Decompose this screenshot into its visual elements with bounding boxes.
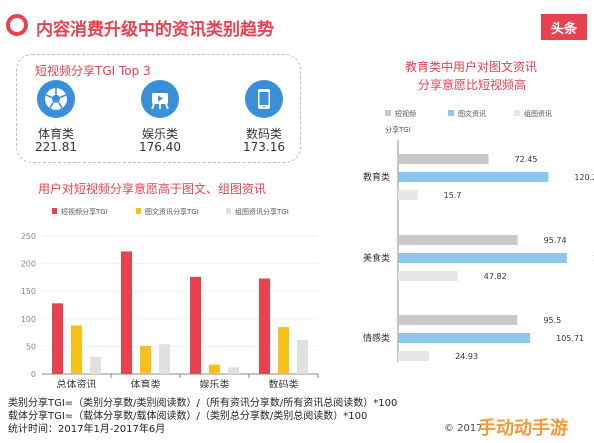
watermark: 手动动手游	[478, 418, 568, 439]
note-line-2: 载体分享TGI=（载体分享数/载体阅读数）/（类别总分享数/类别总阅读数）*10…	[8, 411, 368, 422]
legend-label: 图文资讯分享TGI	[145, 207, 199, 216]
legend-label: 短视频分享TGI	[61, 207, 108, 216]
bar	[398, 190, 418, 200]
top3-card	[16, 54, 301, 163]
y-tick-label: 200	[21, 260, 36, 269]
bar	[398, 253, 567, 263]
brand-logo: 头条	[541, 14, 587, 40]
left-chart-title: 用户对短视频分享意愿高于图文、组图资讯	[38, 182, 267, 196]
y-tick-label: 250	[21, 232, 36, 241]
top3-item-label: 娱乐类	[141, 127, 178, 141]
y-tick-label: 0	[31, 370, 36, 379]
right-chart-title-line2: 分享意愿比短视频高	[418, 78, 527, 92]
legend-label: 组图资讯	[524, 109, 552, 118]
bar	[297, 339, 308, 374]
bar	[259, 278, 270, 374]
video-camera-icon	[141, 80, 179, 118]
bar	[228, 367, 239, 374]
legend-swatch	[385, 110, 391, 116]
page-title: 内容消费升级中的资讯类别趋势	[36, 20, 274, 40]
bar	[159, 344, 170, 374]
top3-item-value: 221.81	[35, 140, 77, 154]
bar	[121, 251, 132, 374]
copyright: © 2017	[444, 423, 483, 434]
value-label: 15.7	[444, 191, 462, 200]
category-label: 情感类	[363, 332, 390, 344]
bar	[190, 276, 201, 374]
y-tick-label: 150	[21, 287, 36, 296]
legend-swatch	[226, 208, 231, 214]
x-tick-label: 娱乐类	[200, 378, 230, 388]
header-ring-icon	[6, 14, 28, 36]
smartphone-icon	[245, 80, 283, 118]
legend-swatch	[52, 208, 57, 214]
value-label: 72.45	[515, 155, 538, 164]
legend-swatch	[514, 110, 520, 116]
bar	[398, 154, 489, 164]
note-line-1: 类别分享TGI=（类别分享数/类别阅读数）/（所有资讯分享数/所有资讯总阅读数）…	[8, 398, 398, 409]
bar	[278, 327, 289, 374]
bar	[90, 356, 101, 374]
top3-card-title: 短视频分享TGI Top 3	[35, 64, 151, 78]
value-label: 135.11	[593, 254, 594, 263]
right-chart: 短视频 图文资讯 组图资讯分享TGI 教育类 72.45 120.29 15.7 美食类 95.…	[363, 109, 594, 362]
value-label: 24.93	[455, 352, 478, 361]
soccer-ball-icon	[37, 80, 75, 118]
bar	[398, 172, 549, 182]
y-tick-label: 100	[21, 315, 36, 324]
right-chart-title-line1: 教育类中用户对图文资讯	[405, 60, 538, 74]
value-label: 47.82	[484, 272, 507, 281]
top3-item-value: 176.40	[139, 140, 181, 154]
bar	[52, 303, 63, 374]
bar	[398, 351, 430, 361]
legend-label: 组图资讯分享TGI	[235, 207, 289, 216]
note-line-3: 统计时间：2017年1月-2017年6月	[8, 424, 166, 435]
value-label: 95.5	[543, 316, 561, 325]
legend-swatch	[136, 208, 141, 214]
x-tick-label: 总体资讯	[57, 378, 97, 388]
bar	[398, 235, 518, 245]
bar	[398, 333, 531, 343]
top3-item-value: 173.16	[243, 140, 285, 154]
bar	[71, 325, 82, 374]
value-label: 120.29	[574, 173, 594, 182]
value-label: 105.71	[556, 334, 584, 343]
x-tick-label: 数码类	[269, 378, 299, 388]
left-chart: 短视频分享TGI 图文资讯分享TGI 组图资讯分享TGI 0 50 100 150 200 25…	[21, 207, 319, 388]
bar	[209, 364, 220, 374]
category-label: 教育类	[363, 171, 390, 183]
top3-item-label: 体育类	[37, 127, 74, 141]
y-axis-label: 分享TGI	[385, 125, 411, 134]
bar	[398, 315, 518, 325]
x-tick-label: 体育类	[131, 378, 161, 388]
bar	[398, 271, 458, 281]
value-label: 95.74	[544, 236, 567, 245]
top3-item-label: 数码类	[245, 127, 282, 141]
category-label: 美食类	[363, 252, 390, 264]
bar	[140, 345, 151, 374]
legend-label: 图文资讯	[458, 109, 486, 118]
legend-swatch	[448, 110, 454, 116]
y-tick-label: 50	[26, 342, 36, 351]
legend-label: 短视频	[395, 109, 416, 118]
